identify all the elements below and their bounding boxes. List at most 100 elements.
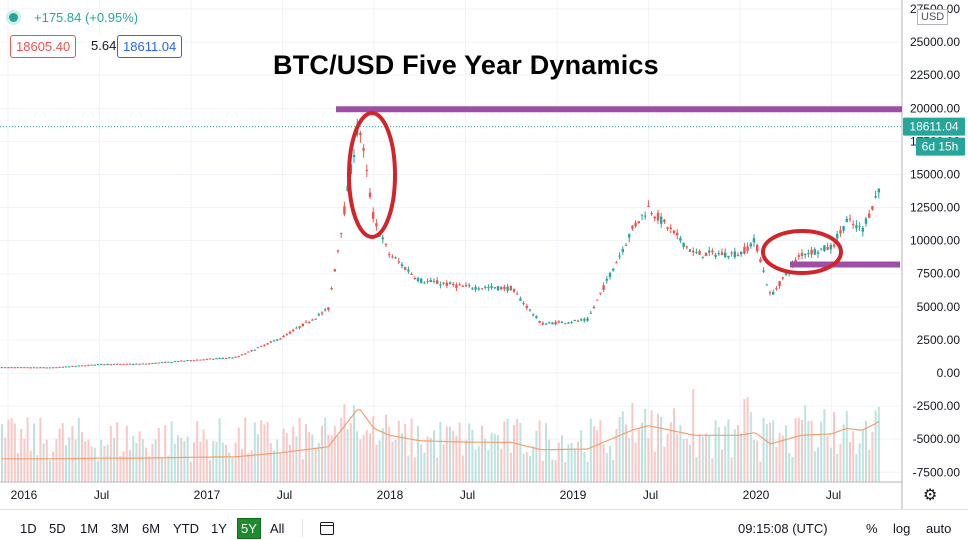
log-toggle[interactable]: log <box>893 521 911 536</box>
price-tick-label: -7500.00 <box>913 465 961 479</box>
candle-body <box>148 363 151 365</box>
buy-price-box[interactable]: 18611.04 <box>117 35 183 58</box>
candle-body <box>804 253 807 256</box>
percent-toggle[interactable]: % <box>866 521 878 536</box>
candle-body <box>471 288 474 290</box>
candle-body <box>708 250 711 253</box>
volume-bar <box>509 452 512 482</box>
candle-body <box>871 206 874 210</box>
range-5d[interactable]: 5D <box>49 521 66 536</box>
candle-body <box>282 335 285 338</box>
candle-body <box>733 251 736 258</box>
range-6m[interactable]: 6M <box>142 521 161 536</box>
volume-bar <box>404 423 407 482</box>
volume-bar <box>637 428 640 482</box>
candle-body <box>96 364 100 366</box>
candle-body <box>458 284 461 286</box>
volume-bar <box>858 443 861 482</box>
volume-bar <box>650 410 653 482</box>
candle-body <box>570 322 573 324</box>
range-3m[interactable]: 3M <box>111 521 130 536</box>
volume-bar <box>324 417 327 482</box>
volume-bar <box>26 417 29 482</box>
candle-body <box>333 269 336 272</box>
volume-bar <box>305 424 307 482</box>
volume-bar <box>545 423 547 482</box>
volume-bar <box>55 439 58 482</box>
price-tick-label: 2500.00 <box>917 333 961 347</box>
volume-bar <box>58 428 61 482</box>
volume-bar <box>497 435 499 482</box>
utc-clock[interactable]: 09:15:08 (UTC) <box>738 521 828 536</box>
candle-body <box>685 246 688 248</box>
candle-body <box>128 363 132 365</box>
volume-bar <box>541 460 544 482</box>
candle-body <box>288 331 292 334</box>
volume-bar <box>196 421 199 482</box>
volume-bar <box>561 435 563 482</box>
candle-body <box>727 255 730 258</box>
volume-bar <box>529 456 531 482</box>
volume-bar <box>129 450 131 482</box>
candle-body <box>93 364 96 366</box>
volume-bar <box>359 439 362 482</box>
candle-body <box>426 280 429 282</box>
volume-bar <box>202 429 205 482</box>
candle-body <box>26 367 29 369</box>
volume-bar <box>877 406 880 482</box>
volume-bar <box>161 457 163 482</box>
volume-bar <box>583 451 586 482</box>
time-tick-label: Jul <box>94 488 109 502</box>
volume-bar <box>657 413 659 482</box>
candle-body <box>320 312 324 314</box>
candle-body <box>324 309 327 311</box>
time-tick-label: Jul <box>826 488 841 502</box>
candle-body <box>676 232 679 236</box>
range-1d[interactable]: 1D <box>20 521 37 536</box>
candle-body <box>141 363 144 365</box>
volume-bar <box>327 434 330 482</box>
volume-bar <box>61 423 64 482</box>
range-all[interactable]: All <box>270 521 285 536</box>
volume-bar <box>852 431 855 482</box>
auto-toggle[interactable]: auto <box>926 521 952 536</box>
volume-bar <box>269 443 272 482</box>
calendar-icon[interactable] <box>320 522 334 535</box>
sell-price-box[interactable]: 18605.40 <box>10 35 77 58</box>
volume-bar <box>164 425 167 482</box>
volume-bar <box>749 412 752 482</box>
candle-body <box>509 285 512 291</box>
peak-highlight-circle <box>347 111 397 239</box>
candle-body <box>615 262 618 264</box>
volume-bar <box>106 444 109 482</box>
volume-bar <box>84 441 87 482</box>
candle-body <box>253 349 256 351</box>
candle-body <box>564 323 567 325</box>
candle-body <box>445 282 448 286</box>
candle-body <box>519 298 522 301</box>
candle-body <box>807 253 810 255</box>
candle-body <box>448 282 452 285</box>
range-5y[interactable]: 5Y <box>237 518 261 539</box>
volume-bar <box>730 457 733 482</box>
currency-label[interactable]: USD <box>917 9 949 25</box>
volume-bar <box>791 456 794 482</box>
volume-bar <box>503 421 506 482</box>
candle-body <box>359 132 362 136</box>
candle-body <box>800 253 804 256</box>
gear-icon[interactable]: ⚙ <box>923 487 938 504</box>
candle-body <box>32 367 36 369</box>
range-1y[interactable]: 1Y <box>211 521 227 536</box>
candle-body <box>714 254 717 257</box>
volume-bar <box>484 438 487 482</box>
candle-body <box>650 213 653 215</box>
time-tick-label: Jul <box>460 488 475 502</box>
candle-body <box>653 216 656 219</box>
range-ytd[interactable]: YTD <box>173 521 199 536</box>
candle-body <box>116 363 119 365</box>
last-price-tag-bg <box>903 117 965 136</box>
range-1m[interactable]: 1M <box>80 521 99 536</box>
candle-body <box>586 318 589 321</box>
candle-body <box>237 356 240 358</box>
